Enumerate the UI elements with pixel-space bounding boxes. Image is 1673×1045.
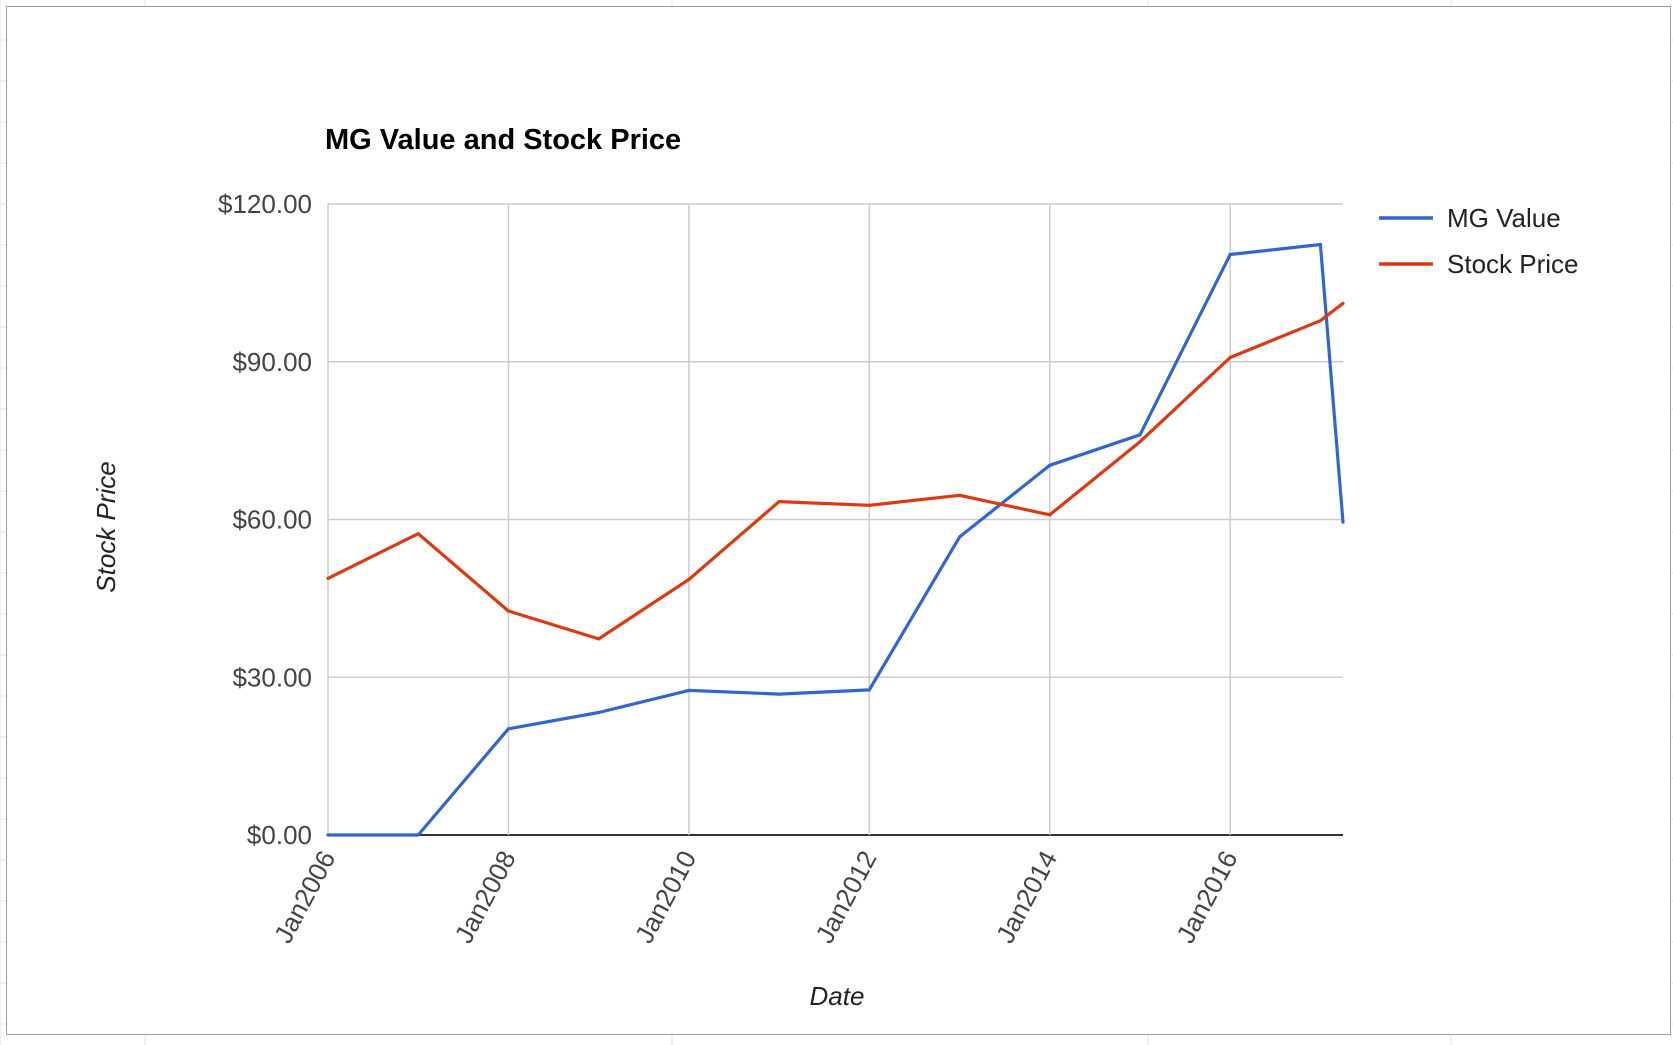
data-point-stock-price[interactable] (867, 503, 871, 507)
y-tick-label: $90.00 (232, 347, 312, 377)
series-line-mg-value[interactable] (328, 242, 1345, 837)
data-point-mg-value[interactable] (506, 727, 510, 731)
x-tick-label: Jan2010 (629, 846, 702, 948)
series-lines (326, 242, 1345, 837)
data-point-mg-value[interactable] (1228, 252, 1232, 257)
chart-container[interactable]: $0.00 $30.00 $60.00 $90.00 $120.00 Jan2006 Ja… (6, 6, 1671, 1035)
legend[interactable]: MG Value Stock Price (1379, 203, 1579, 279)
data-point-stock-price[interactable] (1228, 355, 1232, 360)
data-point-stock-price[interactable] (326, 576, 330, 581)
data-point-mg-value[interactable] (777, 692, 781, 696)
chart-title: MG Value and Stock Price (325, 124, 681, 156)
gridlines (327, 203, 1343, 836)
data-point-stock-price[interactable] (1048, 513, 1052, 517)
data-point-mg-value[interactable] (1341, 520, 1345, 524)
data-point-mg-value[interactable] (1318, 242, 1322, 247)
data-point-stock-price[interactable] (506, 609, 510, 613)
data-point-mg-value[interactable] (597, 710, 601, 715)
data-point-stock-price[interactable] (597, 637, 601, 641)
data-point-mg-value[interactable] (958, 535, 962, 539)
data-point-stock-price[interactable] (1138, 440, 1142, 444)
data-point-mg-value[interactable] (687, 688, 691, 693)
y-tick-label: $0.00 (247, 820, 312, 850)
data-point-stock-price[interactable] (1341, 301, 1345, 305)
x-tick-label: Jan2014 (990, 846, 1063, 948)
legend-label-mg-value: MG Value (1447, 203, 1561, 233)
x-tick-label: Jan2012 (809, 846, 882, 948)
data-point-mg-value[interactable] (416, 833, 420, 837)
x-axis-title: Date (810, 981, 865, 1011)
x-axis-ticks: Jan2006 Jan2008 Jan2010 Jan2012 Jan2014 Jan20… (268, 846, 1244, 948)
data-point-mg-value[interactable] (1138, 433, 1142, 437)
y-tick-label: $120.00 (218, 189, 312, 219)
x-tick-label: Jan2006 (268, 846, 341, 948)
data-point-stock-price[interactable] (416, 532, 420, 536)
data-point-mg-value[interactable] (1048, 463, 1052, 467)
y-tick-label: $30.00 (232, 662, 312, 692)
legend-label-stock-price: Stock Price (1447, 249, 1579, 279)
line-chart: $0.00$30.00$60.00$90.00$120.00 Jan2006 Ja… (91, 124, 1579, 1011)
y-axis-title: Stock Price (91, 461, 121, 593)
x-tick-label: Jan2008 (448, 846, 521, 948)
y-tick-label: $60.00 (232, 505, 312, 535)
data-point-stock-price[interactable] (687, 577, 691, 582)
data-point-stock-price[interactable] (1318, 319, 1322, 323)
series-line-stock-price[interactable] (327, 302, 1344, 641)
data-point-stock-price[interactable] (958, 493, 962, 497)
y-axis-ticks: $0.00 $30.00 $60.00 $90.00 $120.00 (218, 189, 312, 850)
data-point-stock-price[interactable] (777, 500, 781, 504)
data-point-mg-value[interactable] (326, 833, 330, 837)
data-point-mg-value[interactable] (867, 688, 871, 692)
x-tick-label: Jan2016 (1170, 846, 1243, 948)
